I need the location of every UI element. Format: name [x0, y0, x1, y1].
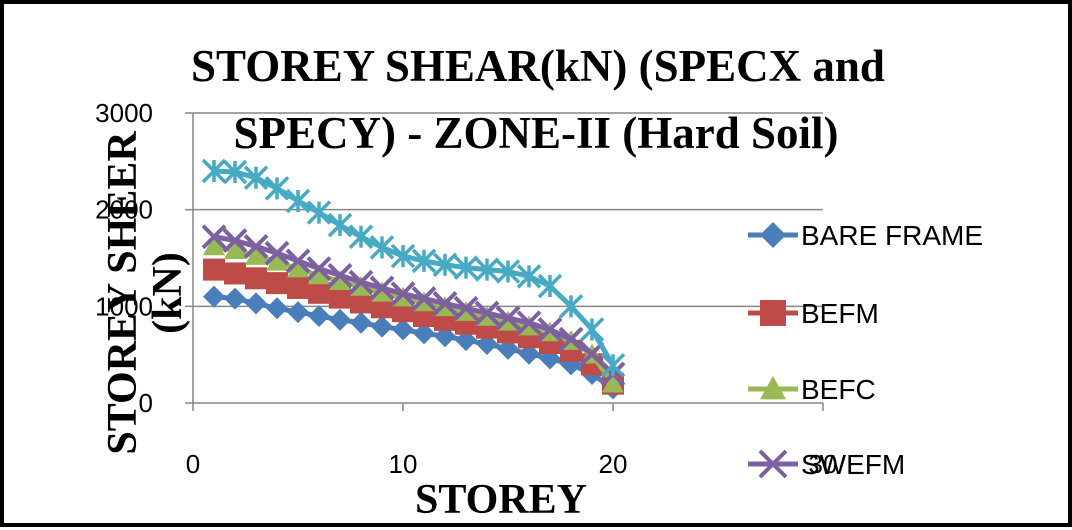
- legend-marker-1: [760, 300, 786, 326]
- legend-label-3: SWEFM: [801, 449, 905, 480]
- x-tick-label-0: 0: [186, 449, 200, 479]
- x-tick-label-3: 30: [809, 449, 838, 479]
- series-3-point-6: [327, 262, 353, 288]
- series-1-point-3: [266, 272, 288, 295]
- x-axis-title: STOREY: [415, 477, 587, 523]
- series-3-point-16: [537, 317, 563, 342]
- series-3-point-14: [495, 305, 521, 331]
- series-3-point-7: [348, 269, 374, 295]
- series-3-point-3: [264, 240, 290, 266]
- series-4-point-13: [474, 257, 500, 282]
- legend-marker-3: [758, 449, 788, 479]
- chart: 0 1000 2000 3000 0 10 20 30 STOREY SHEAR(kN) (S…: [95, 41, 983, 523]
- series-4-point-12: [453, 255, 479, 280]
- x-tick-label-1: 10: [389, 449, 418, 479]
- series-0-point-9: [392, 318, 414, 341]
- series-1-point-8: [371, 296, 393, 319]
- series-1-point-1: [224, 262, 246, 285]
- series-0-point-8: [371, 315, 393, 338]
- y-axis-title-line-2: (kN): [145, 252, 191, 334]
- series-4-point-9: [390, 243, 416, 269]
- series-0-point-3: [266, 297, 288, 320]
- series-4-point-6: [327, 212, 353, 238]
- x-tick-label-2: 20: [599, 449, 628, 479]
- series-1-point-7: [350, 291, 372, 314]
- series-4-point-15: [516, 264, 542, 289]
- series-3-point-12: [453, 295, 479, 321]
- series-3-point-5: [306, 256, 332, 282]
- series-4-point-11: [432, 252, 458, 278]
- series-4-point-17: [558, 294, 584, 319]
- series-4-point-18: [579, 317, 605, 342]
- series-4-point-1: [222, 159, 248, 185]
- series-2-point-0: [203, 235, 225, 256]
- series-3-point-15: [516, 310, 542, 336]
- legend-label-1: BEFM: [801, 298, 879, 329]
- series-3-point-11: [432, 291, 458, 316]
- series-3-point-0: [201, 224, 227, 250]
- series-0-point-4: [287, 301, 309, 324]
- series-0-point-7: [350, 311, 372, 334]
- y-tick-label-0: 0: [139, 388, 153, 418]
- legend: BARE FRAME BEFM BEFC SWEFM: [748, 220, 983, 480]
- series-4-point-0: [201, 158, 227, 184]
- series-3-point-2: [243, 233, 269, 259]
- series-4-point-7: [348, 224, 374, 249]
- series-2-point-6: [329, 270, 351, 290]
- series-4-point-10: [411, 248, 437, 274]
- series-4-point-4: [285, 188, 311, 214]
- axes: [185, 112, 824, 411]
- y-tick-label-2: 2000: [95, 195, 153, 225]
- series-1-point-4: [287, 276, 309, 299]
- series-2-point-3: [266, 250, 288, 271]
- series-2-point-19: [602, 372, 624, 393]
- series-2-point-7: [350, 276, 372, 296]
- series-3-point-9: [390, 281, 416, 307]
- series-3-point-1: [222, 228, 248, 254]
- series-2-point-5: [308, 264, 330, 285]
- legend-marker-2: [760, 376, 786, 400]
- series-4-point-2: [243, 165, 269, 191]
- series-0-point-0: [203, 285, 225, 308]
- series-2-point-4: [287, 257, 309, 278]
- series-4-point-3: [264, 176, 290, 201]
- legend-marker-0: [760, 222, 786, 248]
- series-1-point-6: [329, 286, 351, 309]
- series-3-point-17: [558, 326, 584, 352]
- legend-label-0: BARE FRAME: [801, 220, 983, 251]
- y-tick-label-1: 1000: [95, 291, 153, 321]
- series-4-point-16: [537, 273, 563, 299]
- series-1-point-2: [245, 267, 267, 290]
- series-3-point-13: [474, 300, 500, 326]
- series-0-point-1: [224, 287, 246, 310]
- y-axis-title-line-1: STOREY SHEER: [100, 131, 146, 455]
- series-0-point-10: [413, 322, 435, 345]
- tick-labels: 0 1000 2000 3000 0 10 20 30: [95, 98, 837, 479]
- series-4-point-19: [600, 353, 626, 378]
- series-3-point-8: [369, 275, 395, 301]
- chart-title-line-2: SPECY) - ZONE-II (Hard Soil): [233, 108, 838, 158]
- legend-label-2: BEFC: [801, 374, 876, 405]
- y-tick-label-3: 3000: [95, 98, 153, 128]
- series-3-point-4: [285, 248, 311, 274]
- series-3-point-10: [411, 286, 437, 312]
- series: [201, 158, 626, 400]
- series-0-point-5: [308, 305, 330, 327]
- series-0-point-6: [329, 308, 351, 331]
- series-4-point-8: [369, 235, 395, 260]
- series-2-point-1: [224, 239, 246, 260]
- series-1-point-0: [203, 258, 225, 281]
- series-4-point-14: [495, 259, 521, 284]
- series-1-point-5: [308, 281, 330, 304]
- series-2-point-8: [371, 281, 393, 302]
- series-0-point-2: [245, 292, 267, 315]
- series-4-point-5: [306, 200, 332, 225]
- chart-title-line-1: STOREY SHEAR(kN) (SPECX and: [191, 41, 885, 91]
- series-2-point-2: [245, 245, 267, 265]
